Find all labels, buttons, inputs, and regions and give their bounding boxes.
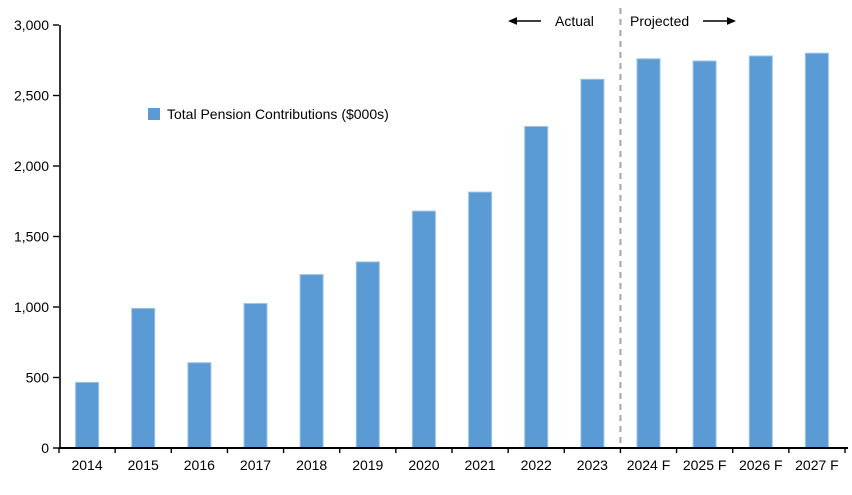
x-axis-label-2018: 2018: [296, 457, 327, 473]
left-arrow-icon: [508, 17, 541, 25]
y-axis-label-2,500: 2,500: [14, 87, 49, 103]
bar-2018: [299, 274, 324, 449]
x-axis-label-2022: 2022: [521, 457, 552, 473]
y-axis-label-2,000: 2,000: [14, 158, 49, 174]
x-axis-label-2014: 2014: [71, 457, 102, 473]
y-axis-label-500: 500: [26, 369, 50, 385]
x-axis-label-2020: 2020: [408, 457, 439, 473]
y-axis-label-0: 0: [41, 440, 49, 456]
bar-2027-F: [804, 52, 829, 449]
x-axis-label-2027-F: 2027 F: [795, 457, 839, 473]
actual-annotation: Actual: [508, 13, 594, 29]
y-axis-label-1,000: 1,000: [14, 299, 49, 315]
bar-2014: [75, 381, 100, 449]
right-arrow-icon: [703, 17, 737, 25]
bar-2022: [524, 126, 549, 449]
bar-2016: [187, 362, 212, 449]
bar-2017: [243, 303, 268, 449]
x-axis-label-2021: 2021: [464, 457, 495, 473]
bar-2021: [468, 191, 493, 449]
bar-2020: [411, 210, 436, 449]
projected-label: Projected: [630, 13, 690, 29]
x-axis-label-2019: 2019: [352, 457, 383, 473]
x-axis-label-2015: 2015: [128, 457, 159, 473]
x-axis-label-2016: 2016: [184, 457, 215, 473]
bar-2026-F: [748, 55, 773, 449]
legend-color-swatch: [148, 108, 160, 120]
chart-legend: Total Pension Contributions ($000s): [148, 106, 389, 122]
bar-2015: [131, 307, 156, 449]
x-axis-label-2026-F: 2026 F: [739, 457, 783, 473]
x-axis-label-2025-F: 2025 F: [683, 457, 727, 473]
x-axis-label-2017: 2017: [240, 457, 271, 473]
bar-2024-F: [636, 58, 661, 449]
legend-label: Total Pension Contributions ($000s): [167, 106, 389, 122]
bar-2023: [580, 78, 605, 449]
y-axis-label-3,000: 3,000: [14, 17, 49, 33]
x-axis-label-2023: 2023: [577, 457, 608, 473]
x-axis-label-2024-F: 2024 F: [627, 457, 671, 473]
projected-annotation: Projected: [630, 13, 737, 29]
y-axis-label-1,500: 1,500: [14, 228, 49, 244]
actual-label: Actual: [555, 13, 594, 29]
bar-2025-F: [692, 60, 717, 449]
bar-2019: [355, 261, 380, 449]
